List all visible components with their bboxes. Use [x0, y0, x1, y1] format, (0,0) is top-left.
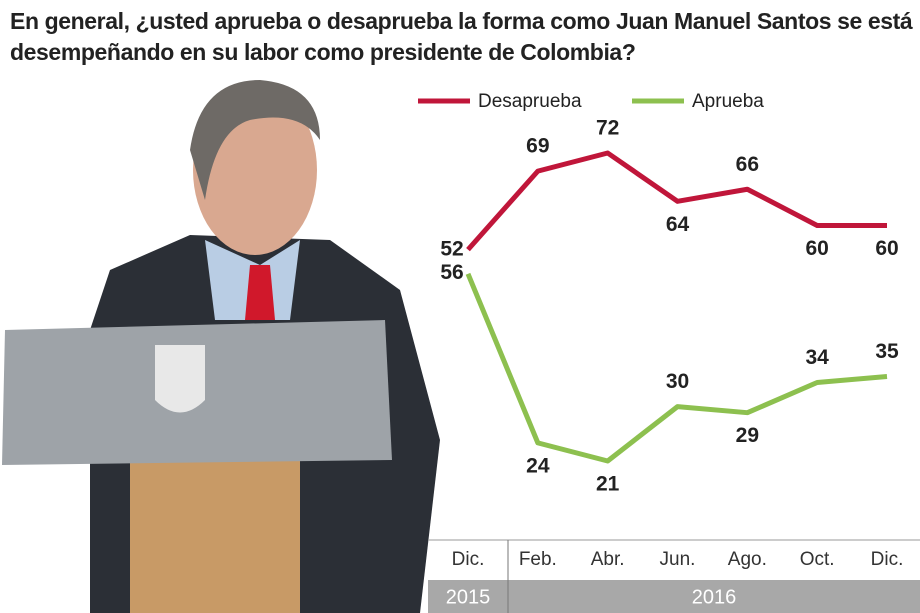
x-tick-label: Abr.	[591, 549, 625, 570]
x-tick-label: Oct.	[800, 549, 835, 570]
tie	[245, 265, 275, 320]
data-label: 66	[736, 153, 759, 176]
legend-label: Aprueba	[692, 91, 764, 112]
x-tick-label: Feb.	[519, 549, 557, 570]
legend-label: Desaprueba	[478, 91, 582, 112]
data-label: 69	[526, 135, 549, 158]
chart-title: En general, ¿usted aprueba o desaprueba …	[10, 8, 913, 65]
data-label: 52	[440, 237, 463, 260]
x-tick-label: Dic.	[871, 549, 904, 570]
emblem	[155, 345, 205, 413]
year-band	[428, 580, 920, 613]
photo	[2, 80, 440, 613]
data-label: 35	[875, 340, 899, 363]
year-label: 2015	[446, 586, 491, 608]
year-label: 2016	[692, 586, 737, 608]
data-label: 64	[666, 213, 690, 236]
data-label: 30	[666, 370, 689, 393]
x-tick-label: Jun.	[660, 549, 696, 570]
data-label: 21	[596, 473, 620, 496]
podium-stand	[130, 455, 300, 613]
hair	[190, 80, 320, 200]
data-label: 56	[440, 261, 463, 284]
data-label: 72	[596, 117, 619, 140]
data-label: 34	[805, 346, 829, 369]
data-label: 29	[736, 424, 759, 447]
x-tick-label: Ago.	[728, 549, 767, 570]
series-line	[465, 272, 888, 464]
data-label: 60	[875, 237, 898, 260]
x-tick-label: Dic.	[452, 549, 485, 570]
data-label: 60	[805, 237, 828, 260]
series-line	[466, 150, 887, 252]
data-label: 24	[526, 454, 550, 477]
